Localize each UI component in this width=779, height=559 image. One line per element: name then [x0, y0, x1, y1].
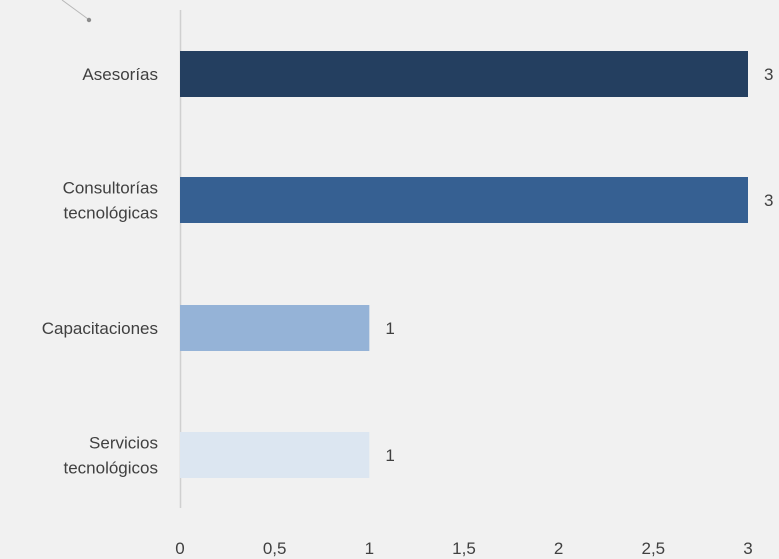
x-tick-label: 1,5: [452, 539, 476, 558]
category-label: Capacitaciones: [42, 319, 158, 338]
data-label: 1: [385, 319, 394, 338]
category-labels: Asesorías Consultorías tecnológicas Capacit…: [42, 65, 158, 478]
category-label: Servicios tecnológicos: [63, 434, 158, 478]
x-tick-label: 3: [743, 539, 752, 558]
bar-1: [180, 51, 748, 97]
data-label: 3: [764, 191, 773, 210]
x-tick-label: 0: [175, 539, 184, 558]
data-label: 1: [385, 446, 394, 465]
bars-group: [180, 51, 748, 478]
x-tick-label: 1: [365, 539, 374, 558]
x-tick-label: 0,5: [263, 539, 287, 558]
x-axis-tick-labels: 0 0,5 1 1,5 2 2,5 3: [175, 539, 752, 558]
bar-4: [180, 432, 370, 478]
data-label: 3: [764, 65, 773, 84]
x-tick-label: 2: [554, 539, 563, 558]
decorative-corner-line: [61, 0, 92, 23]
category-label: Asesorías: [82, 65, 158, 84]
bar-3: [180, 305, 370, 351]
x-tick-label: 2,5: [642, 539, 666, 558]
bar-2: [180, 177, 748, 223]
data-labels: 3 3 1 1: [385, 65, 773, 465]
category-label: Consultorías tecnológicas: [63, 179, 158, 223]
